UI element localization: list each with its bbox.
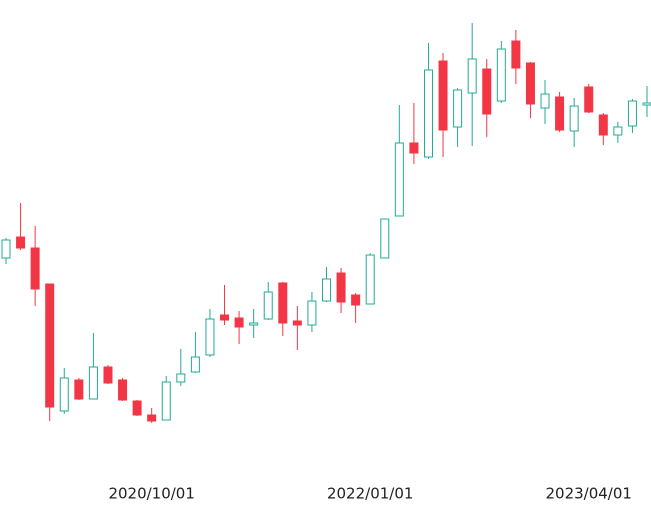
candle-body (380, 218, 390, 259)
candle-body (613, 126, 623, 136)
candle-body (453, 89, 463, 128)
candle-body (627, 100, 637, 127)
candle-body (205, 318, 215, 356)
candle-body (190, 356, 200, 373)
x-tick-label: 2022/01/01 (327, 485, 413, 503)
candle-body (525, 62, 535, 105)
candle-body (467, 58, 477, 94)
candle-body (16, 236, 26, 249)
candle-body (409, 142, 419, 154)
candle-body (161, 381, 171, 421)
candle-body (88, 366, 98, 400)
candle-body (1, 239, 11, 259)
candle-body (278, 282, 288, 324)
candle-body (598, 114, 608, 136)
candle-body (569, 105, 579, 132)
candle-body (423, 69, 433, 158)
candle-body (511, 40, 521, 69)
candle-body (584, 86, 594, 113)
candle-body (103, 366, 113, 384)
x-tick-label: 2020/10/01 (108, 485, 194, 503)
candle-body (263, 291, 273, 320)
candle-body (322, 278, 331, 302)
candle-body (351, 294, 361, 306)
candle-body (74, 379, 84, 400)
candle-body (234, 317, 244, 328)
candle-body (482, 68, 492, 115)
candle-body (307, 300, 317, 326)
candle-body (555, 96, 565, 131)
candle-body (496, 48, 506, 102)
candle-body (292, 320, 302, 326)
candle-body (394, 142, 404, 217)
candle-body (176, 373, 186, 383)
x-tick-label: 2023/04/01 (545, 485, 631, 503)
candle-body (438, 60, 448, 131)
candle-body (30, 247, 40, 290)
candle-body (118, 379, 128, 401)
candle-body (45, 283, 55, 408)
candle-body (59, 377, 69, 412)
candle-body (336, 272, 346, 303)
candle-body (147, 414, 157, 422)
candle-body (132, 400, 142, 416)
candle-body (249, 322, 259, 326)
candle-body (365, 254, 375, 305)
candle-body (642, 102, 651, 106)
candle-body (540, 93, 550, 109)
candle-body (220, 314, 230, 321)
